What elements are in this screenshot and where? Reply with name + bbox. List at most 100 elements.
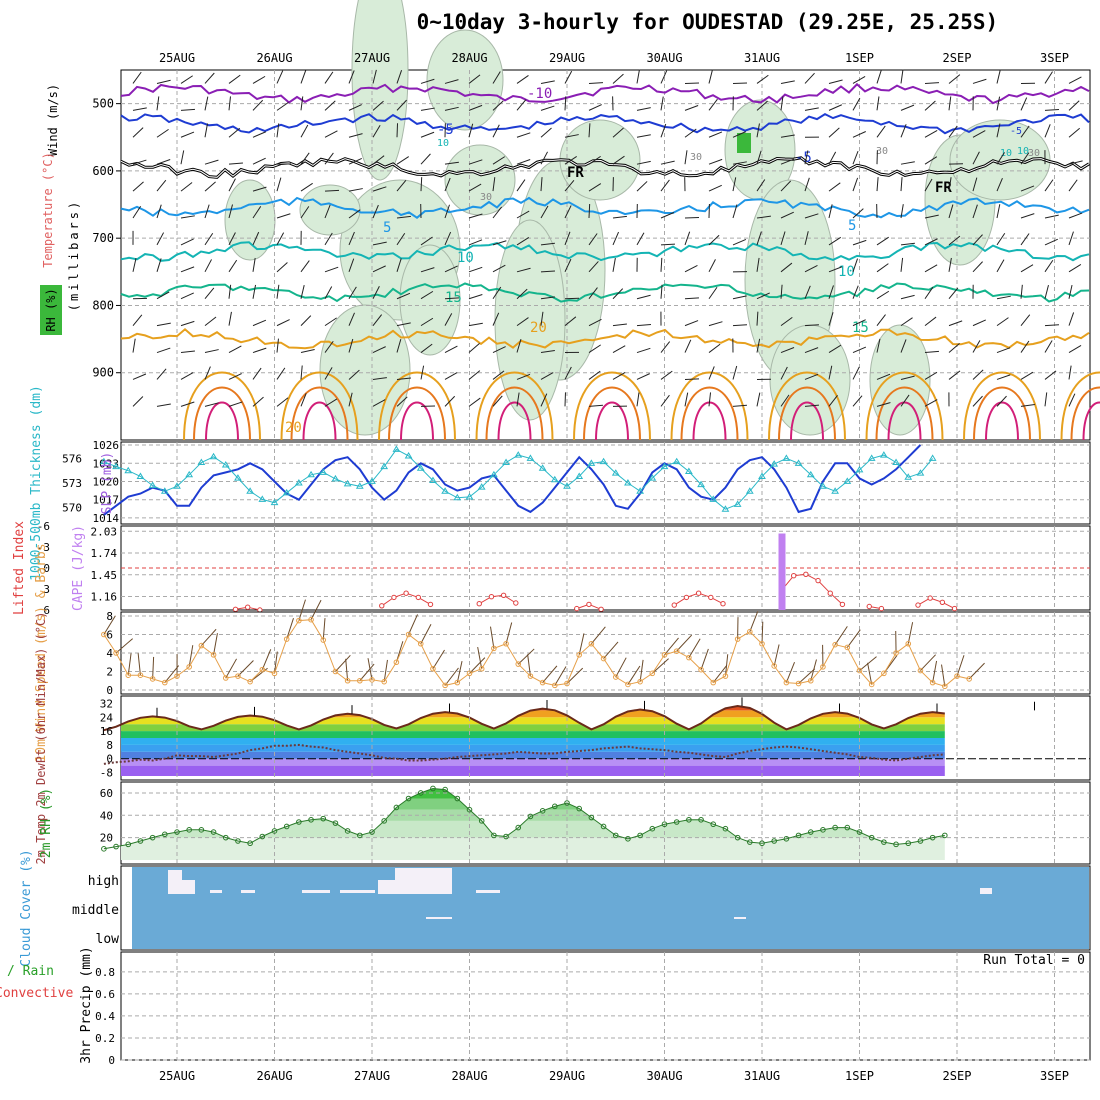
wind-barb xyxy=(900,294,915,300)
data-point xyxy=(477,483,486,490)
wind-barb xyxy=(1044,259,1054,273)
contour-label: 20 xyxy=(285,420,302,436)
x-tick-label: 31AUG xyxy=(744,1069,780,1083)
wind-barb xyxy=(852,366,860,380)
data-point xyxy=(488,594,495,600)
wind-barb xyxy=(492,286,502,300)
data-point xyxy=(124,466,133,474)
wind-barb xyxy=(804,72,815,84)
wind-barb xyxy=(660,212,675,219)
isotherm-loop xyxy=(205,401,239,441)
isotherm-loop xyxy=(400,401,434,441)
wind-barb xyxy=(276,101,289,111)
wind-barb xyxy=(588,287,598,300)
wind-barb xyxy=(456,661,463,683)
y-tick-label: 0.2 xyxy=(95,1032,115,1045)
data-point xyxy=(710,821,717,828)
wind-barb xyxy=(516,237,530,246)
contour-label: FR xyxy=(935,180,952,196)
wind-barb xyxy=(756,231,762,246)
isotherm-loop xyxy=(485,386,544,441)
wind-barb xyxy=(444,161,459,165)
data-point xyxy=(393,659,400,666)
y-tick-label: 1.45 xyxy=(91,569,118,582)
data-point xyxy=(357,677,363,684)
wind-barb xyxy=(996,232,1006,246)
wind-barb xyxy=(732,238,747,246)
y-tick-label: -6 xyxy=(37,520,50,533)
wind-barb xyxy=(516,159,531,165)
wind-barb xyxy=(804,404,819,407)
wind-barb xyxy=(204,204,210,219)
data-point xyxy=(538,464,547,471)
wind-barb xyxy=(180,150,185,165)
isotherm-loop xyxy=(497,401,532,441)
data-point xyxy=(671,602,677,608)
wind-barb xyxy=(996,178,1003,192)
data-point xyxy=(381,678,387,685)
isotherm-line xyxy=(120,327,1090,350)
wind-barb xyxy=(348,209,361,219)
slp-frame xyxy=(120,441,1091,525)
data-point xyxy=(491,645,497,652)
wind-barb xyxy=(396,396,408,407)
wind-barb xyxy=(348,369,360,380)
wind-barb xyxy=(348,157,362,165)
data-point xyxy=(893,841,899,848)
isotherm-loop xyxy=(887,401,922,441)
wind-barb xyxy=(780,366,788,380)
wind-barb xyxy=(396,123,399,138)
wind-barb xyxy=(588,104,602,111)
data-point xyxy=(247,840,253,847)
temp-band xyxy=(121,751,945,759)
y-tick-label: 60 xyxy=(100,787,113,800)
wind-barb xyxy=(324,340,334,353)
wind-barb xyxy=(300,260,310,273)
data-point xyxy=(296,617,302,624)
data-point xyxy=(162,831,168,838)
data-point xyxy=(576,652,582,658)
data-point xyxy=(868,681,875,688)
data-point xyxy=(917,838,924,844)
wind-barb xyxy=(516,288,528,300)
data-point xyxy=(855,465,864,473)
wind-barb xyxy=(1020,97,1028,111)
wind-barb xyxy=(676,634,693,652)
wind-barb xyxy=(204,232,214,246)
data-point xyxy=(379,603,385,609)
wind-barb xyxy=(228,345,242,353)
wind-barb xyxy=(310,599,322,620)
wind-barb xyxy=(396,258,402,272)
data-point xyxy=(149,676,156,682)
data-point xyxy=(369,677,375,683)
wind-barb xyxy=(1044,340,1053,353)
isotherm-loop xyxy=(583,386,641,441)
wind-barb xyxy=(492,370,505,380)
wind-barb xyxy=(876,263,889,273)
wind-barb xyxy=(1068,76,1082,84)
wind-barb xyxy=(756,100,768,111)
y-tick-label: 576 xyxy=(62,452,82,465)
data-point xyxy=(539,679,546,686)
wind-barb xyxy=(972,369,984,380)
wind-barb xyxy=(152,656,155,679)
lifted-line xyxy=(479,594,517,605)
wind-barb xyxy=(180,131,195,138)
rh-legend xyxy=(40,285,62,335)
wind-barb xyxy=(252,284,257,299)
wind-barb xyxy=(276,367,286,380)
x-tick-label: 27AUG xyxy=(354,51,390,65)
wind-barb xyxy=(468,104,483,111)
rh-region xyxy=(351,0,409,181)
data-point xyxy=(783,835,790,842)
wind-barb xyxy=(948,96,952,111)
wind-barb xyxy=(900,394,910,407)
wind-barb xyxy=(228,284,232,299)
wind-barb xyxy=(972,204,978,219)
y-tick-label: 0 xyxy=(43,562,50,575)
wind-barb xyxy=(924,214,939,219)
y-tick-label: 2 xyxy=(106,666,113,679)
wind-barb xyxy=(588,404,603,407)
wind-barb xyxy=(732,177,737,192)
wind-barb xyxy=(996,123,1001,138)
